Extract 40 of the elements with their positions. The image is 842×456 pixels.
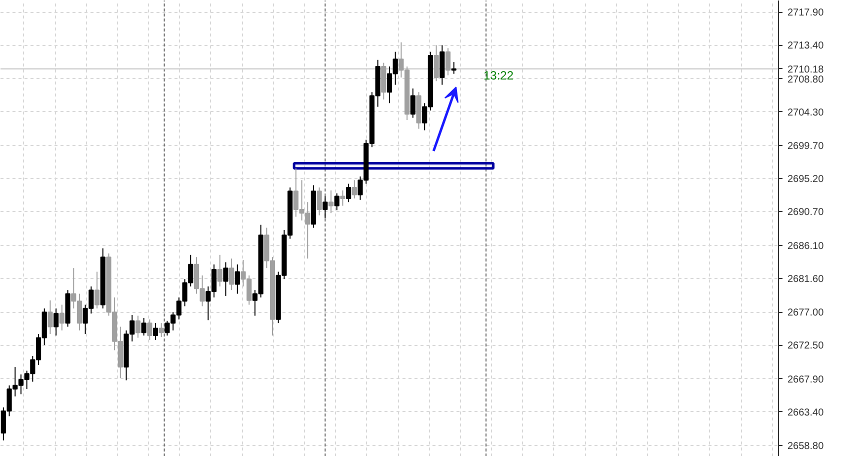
y-tick-label: 2708.80 xyxy=(788,74,824,86)
candlestick xyxy=(158,322,164,338)
candlestick xyxy=(410,88,416,118)
ref-line-label: 2710.18 xyxy=(788,64,824,76)
candlestick xyxy=(328,190,334,214)
candlestick xyxy=(340,190,346,206)
candlestick xyxy=(322,196,328,219)
candlestick xyxy=(223,262,228,296)
y-tick-label: 2663.40 xyxy=(788,407,824,418)
candlestick xyxy=(434,44,439,82)
y-tick-label: 2658.80 xyxy=(788,441,824,452)
candlestick xyxy=(135,315,141,338)
y-tick-label: 2695.20 xyxy=(788,174,824,186)
y-tick-label: 2667.90 xyxy=(788,374,824,386)
y-tick-label: 2686.10 xyxy=(788,240,824,252)
candlestick xyxy=(94,271,100,309)
y-tick-label: 2672.50 xyxy=(788,340,824,352)
candlestick xyxy=(54,308,59,336)
candlestick xyxy=(346,183,352,203)
candlestick xyxy=(147,318,152,340)
candlestick xyxy=(48,300,53,335)
candlestick xyxy=(234,264,240,294)
candlestick xyxy=(229,258,234,291)
candlestick xyxy=(217,254,222,287)
y-tick-label: 2690.70 xyxy=(788,207,824,218)
candlestick xyxy=(59,304,64,331)
y-tick-label: 2699.70 xyxy=(788,141,824,152)
y-tick-label: 2704.30 xyxy=(788,107,824,118)
candlestick xyxy=(352,180,357,199)
candlestick xyxy=(445,48,451,76)
y-tick-label: 2713.40 xyxy=(788,40,824,52)
y-tick-label: 2677.00 xyxy=(788,308,824,319)
y-tick-label: 2681.60 xyxy=(788,274,824,285)
candlestick xyxy=(451,62,456,74)
candlestick xyxy=(334,192,340,211)
candlestick xyxy=(316,186,322,216)
candlestick xyxy=(152,322,158,340)
annotation: 13:22 xyxy=(484,68,514,82)
y-tick-label: 2717.90 xyxy=(788,8,824,19)
candlestick xyxy=(141,317,146,336)
